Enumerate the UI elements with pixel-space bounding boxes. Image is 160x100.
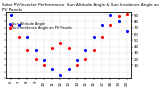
- Legend: Sun Altitude Angle, Sun Incidence Angle on PV Panels: Sun Altitude Angle, Sun Incidence Angle …: [8, 22, 72, 31]
- Text: Solar PV/Inverter Performance  Sun Altitude Angle & Sun Incidence Angle on PV Pa: Solar PV/Inverter Performance Sun Altitu…: [2, 3, 159, 12]
